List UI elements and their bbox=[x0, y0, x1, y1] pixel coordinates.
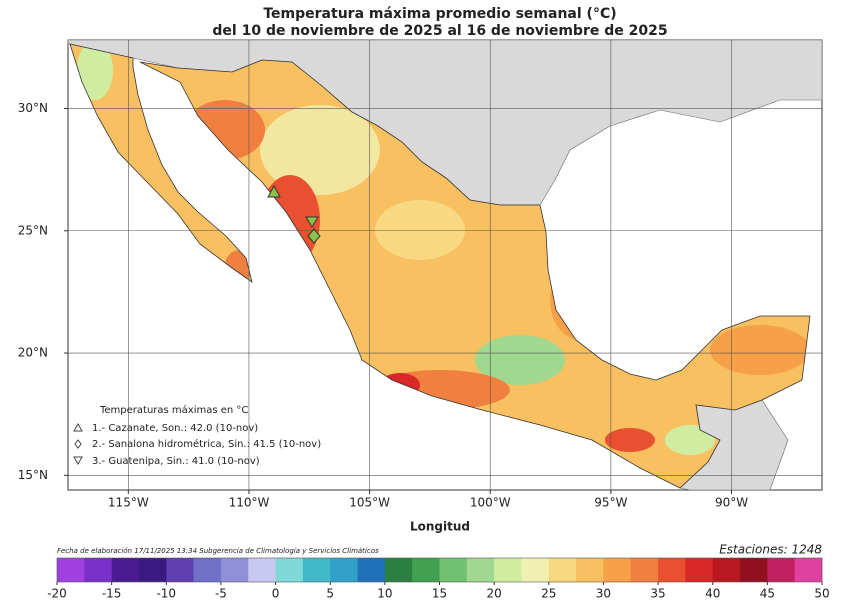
x-tick-label: 105°W bbox=[349, 496, 390, 510]
colorbar-segment bbox=[630, 558, 659, 582]
colorbar-tick-label: 50 bbox=[814, 587, 829, 601]
colorbar-tick-label: 35 bbox=[650, 587, 665, 601]
colorbar-segment bbox=[767, 558, 795, 582]
colorbar-segment bbox=[248, 558, 276, 582]
y-tick-label: 20°N bbox=[18, 346, 48, 360]
colorbar-tick-label: 15 bbox=[432, 587, 447, 601]
station-marker bbox=[307, 228, 321, 244]
colorbar-segment bbox=[740, 558, 768, 582]
legend-item: 3.- Guatenipa, Sin.: 41.0 (10-nov) bbox=[92, 456, 260, 467]
x-tick-label: 110°W bbox=[229, 496, 270, 510]
colorbar-segment bbox=[794, 558, 823, 582]
colorbar-segment bbox=[220, 558, 249, 582]
colorbar-tick-label: 5 bbox=[326, 587, 334, 601]
colorbar-segment bbox=[166, 558, 194, 582]
y-tick-label: 15°N bbox=[18, 468, 48, 482]
x-tick-label: 90°W bbox=[715, 496, 748, 510]
colorbar-segment bbox=[439, 558, 468, 582]
x-tick-label: 115°W bbox=[108, 496, 149, 510]
footer-note: Fecha de elaboración 17/11/2025 13:34 Su… bbox=[57, 547, 379, 555]
colorbar-tick-label: 40 bbox=[705, 587, 720, 601]
legend-item: 1.- Cazanate, Son.: 42.0 (10-nov) bbox=[92, 423, 258, 434]
colorbar-tick-label: 30 bbox=[596, 587, 611, 601]
colorbar-segment bbox=[521, 558, 550, 582]
grid bbox=[68, 40, 822, 490]
colorbar-segment bbox=[57, 558, 85, 582]
station-marker bbox=[305, 216, 319, 228]
colorbar-segment bbox=[330, 558, 358, 582]
colorbar-tick-label: 10 bbox=[377, 587, 392, 601]
colorbar-segment bbox=[412, 558, 440, 582]
colorbar-segment bbox=[466, 558, 495, 582]
title-line: del 10 de noviembre de 2025 al 16 de nov… bbox=[212, 23, 667, 39]
colorbar-segment bbox=[494, 558, 522, 582]
coastline bbox=[69, 43, 811, 489]
colorbar-segment bbox=[357, 558, 386, 582]
legend-symbol bbox=[73, 456, 83, 466]
legend-title: Temperaturas máximas en °C bbox=[99, 404, 248, 416]
colorbar-segment bbox=[548, 558, 577, 582]
colorbar-segment bbox=[193, 558, 222, 582]
colorbar-tick-label: -10 bbox=[156, 587, 176, 601]
x-tick-label: 100°W bbox=[470, 496, 511, 510]
colorbar-tick-label: 0 bbox=[272, 587, 280, 601]
colorbar-tick-label: -5 bbox=[215, 587, 227, 601]
colorbar: -20 -15 -10 -5 0 5 10 15 20 25 30 35 40 45 50 bbox=[47, 557, 830, 601]
legend-item: 2.- Sanalona hidrométrica, Sin.: 41.5 (1… bbox=[92, 438, 321, 450]
colorbar-segment bbox=[576, 558, 604, 582]
colorbar-segment bbox=[302, 558, 331, 582]
y-tick-label: 30°N bbox=[18, 101, 48, 115]
y-tick-label: 25°N bbox=[18, 223, 48, 237]
title-line: Temperatura máxima promedio semanal (°C) bbox=[263, 6, 616, 22]
colorbar-segment bbox=[275, 558, 304, 582]
colorbar-segment bbox=[685, 558, 714, 582]
colorbar-tick-label: 20 bbox=[487, 587, 502, 601]
legend-symbol bbox=[73, 422, 83, 432]
colorbar-tick-label: 25 bbox=[541, 587, 556, 601]
colorbar-segment bbox=[111, 558, 140, 582]
colorbar-segment bbox=[603, 558, 632, 582]
x-axis-label: Longitud bbox=[410, 520, 470, 534]
colorbar-segment bbox=[658, 558, 686, 582]
colorbar-segment bbox=[712, 558, 741, 582]
colorbar-segment bbox=[138, 558, 167, 582]
colorbar-tick-label: -20 bbox=[47, 587, 67, 601]
colorbar-tick-label: 45 bbox=[760, 587, 775, 601]
colorbar-segment bbox=[384, 558, 413, 582]
station-marker bbox=[267, 184, 281, 198]
x-tick-label: 95°W bbox=[594, 496, 627, 510]
legend-symbol bbox=[74, 439, 82, 449]
colorbar-segment bbox=[84, 558, 112, 582]
stations-count: Estaciones: 1248 bbox=[719, 543, 822, 557]
colorbar-tick-label: -15 bbox=[102, 587, 122, 601]
